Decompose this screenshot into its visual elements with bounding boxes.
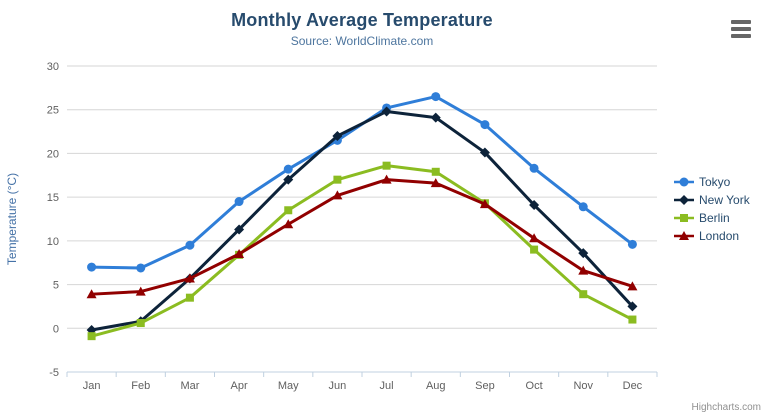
data-point-berlin[interactable] [185,293,194,302]
y-axis-label: 20 [47,148,59,160]
data-point-berlin[interactable] [382,161,391,170]
data-point-tokyo[interactable] [431,92,441,102]
data-point-london[interactable] [529,233,540,243]
data-point-london[interactable] [234,248,245,258]
data-point-berlin[interactable] [530,245,539,254]
chart-subtitle: Source: WorldClimate.com [290,34,434,48]
data-point-tokyo[interactable] [283,164,293,174]
data-point-london[interactable] [283,219,294,229]
y-axis-label: 5 [53,280,59,292]
legend-item-berlin[interactable]: Berlin [674,211,750,225]
data-point-tokyo[interactable] [529,163,539,173]
data-point-new-york[interactable] [627,301,638,312]
data-point-new-york[interactable] [283,174,294,185]
legend-symbol [679,195,689,205]
data-point-berlin[interactable] [333,175,342,184]
data-point-new-york[interactable] [578,248,589,259]
series-line-london [90,178,634,296]
y-axis-label: 30 [47,61,59,73]
x-axis-label: Jan [83,380,101,392]
y-axis-label: 10 [47,236,59,248]
y-axis-title: Temperature (°C) [5,173,19,265]
data-point-berlin[interactable] [628,315,637,324]
x-axis-label: Feb [131,380,150,392]
hamburger-icon [731,27,751,31]
data-point-berlin[interactable] [579,290,588,299]
legend-marker-triangle-icon [674,231,694,240]
data-point-london[interactable] [184,273,195,283]
x-axis-label: Aug [426,380,446,392]
chart-title: Monthly Average Temperature [231,10,493,30]
data-point-new-york[interactable] [381,106,392,117]
x-axis-label: May [278,380,299,392]
data-point-new-york[interactable] [332,130,343,141]
data-point-berlin[interactable] [431,167,440,176]
x-axis-label: Oct [526,380,543,392]
y-axis-label: 0 [53,323,59,335]
data-point-tokyo[interactable] [185,240,195,250]
hamburger-icon [731,34,751,38]
legend-item-new-york[interactable]: New York [674,193,750,207]
x-axis-label: Sep [475,380,495,392]
export-menu-button[interactable] [731,20,753,38]
data-point-new-york[interactable] [529,200,540,211]
data-point-tokyo[interactable] [136,263,146,273]
legend-symbol [680,214,688,222]
data-point-new-york[interactable] [234,224,245,235]
hamburger-icon [731,20,751,24]
legend: Tokyo New York Berlin London [674,175,750,243]
data-point-berlin[interactable] [284,206,293,215]
x-axis-label: Jul [380,380,394,392]
data-point-london[interactable] [332,190,343,200]
series-line-berlin [90,164,634,338]
data-point-london[interactable] [578,265,589,275]
legend-symbol [679,177,689,187]
x-axis-label: Mar [180,380,199,392]
legend-symbol [679,231,689,240]
y-axis-label: 15 [47,192,59,204]
data-point-london[interactable] [381,174,392,184]
legend-item-london[interactable]: London [674,229,750,243]
legend-label: Berlin [699,211,730,225]
y-axis-label: 25 [47,105,59,117]
data-point-tokyo[interactable] [87,262,97,272]
y-axis-label: -5 [49,367,59,379]
data-point-london[interactable] [479,199,490,209]
credits-link[interactable]: Highcharts.com [691,402,761,413]
legend-marker-diamond-icon [674,195,694,205]
data-point-london[interactable] [135,286,146,296]
data-point-london[interactable] [627,281,638,291]
data-point-tokyo[interactable] [627,239,637,249]
legend-label: New York [699,193,750,207]
data-point-berlin[interactable] [136,319,145,328]
data-point-tokyo[interactable] [480,120,490,130]
legend-marker-square-icon [674,214,694,222]
legend-label: London [699,229,740,243]
data-point-london[interactable] [430,178,441,188]
data-point-tokyo[interactable] [234,197,244,207]
data-point-london[interactable] [86,289,97,299]
x-axis-label: Apr [231,380,248,392]
legend-marker-circle-icon [674,177,694,187]
x-axis-label: Dec [623,380,643,392]
data-point-new-york[interactable] [430,112,441,123]
legend-label: Tokyo [699,175,731,189]
data-point-berlin[interactable] [87,332,96,341]
series-line-new-york [90,109,634,332]
data-point-tokyo[interactable] [578,202,588,212]
legend-item-tokyo[interactable]: Tokyo [674,175,750,189]
data-point-new-york[interactable] [479,147,490,158]
x-axis-label: Jun [329,380,347,392]
x-axis-label: Nov [573,380,593,392]
